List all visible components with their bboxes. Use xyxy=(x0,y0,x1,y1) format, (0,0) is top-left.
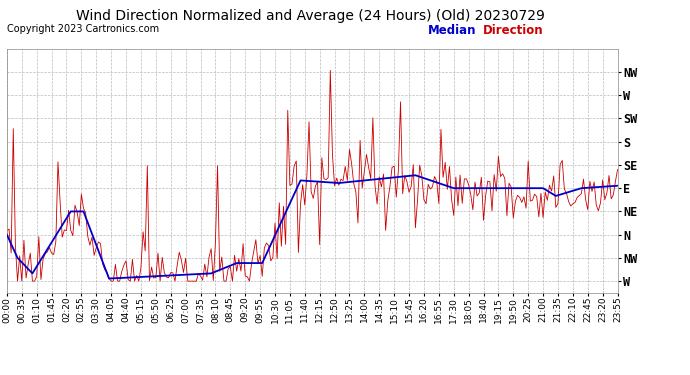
Text: Median: Median xyxy=(428,24,476,38)
Text: Direction: Direction xyxy=(483,24,544,38)
Text: Copyright 2023 Cartronics.com: Copyright 2023 Cartronics.com xyxy=(7,24,159,34)
Text: Wind Direction Normalized and Average (24 Hours) (Old) 20230729: Wind Direction Normalized and Average (2… xyxy=(76,9,545,23)
